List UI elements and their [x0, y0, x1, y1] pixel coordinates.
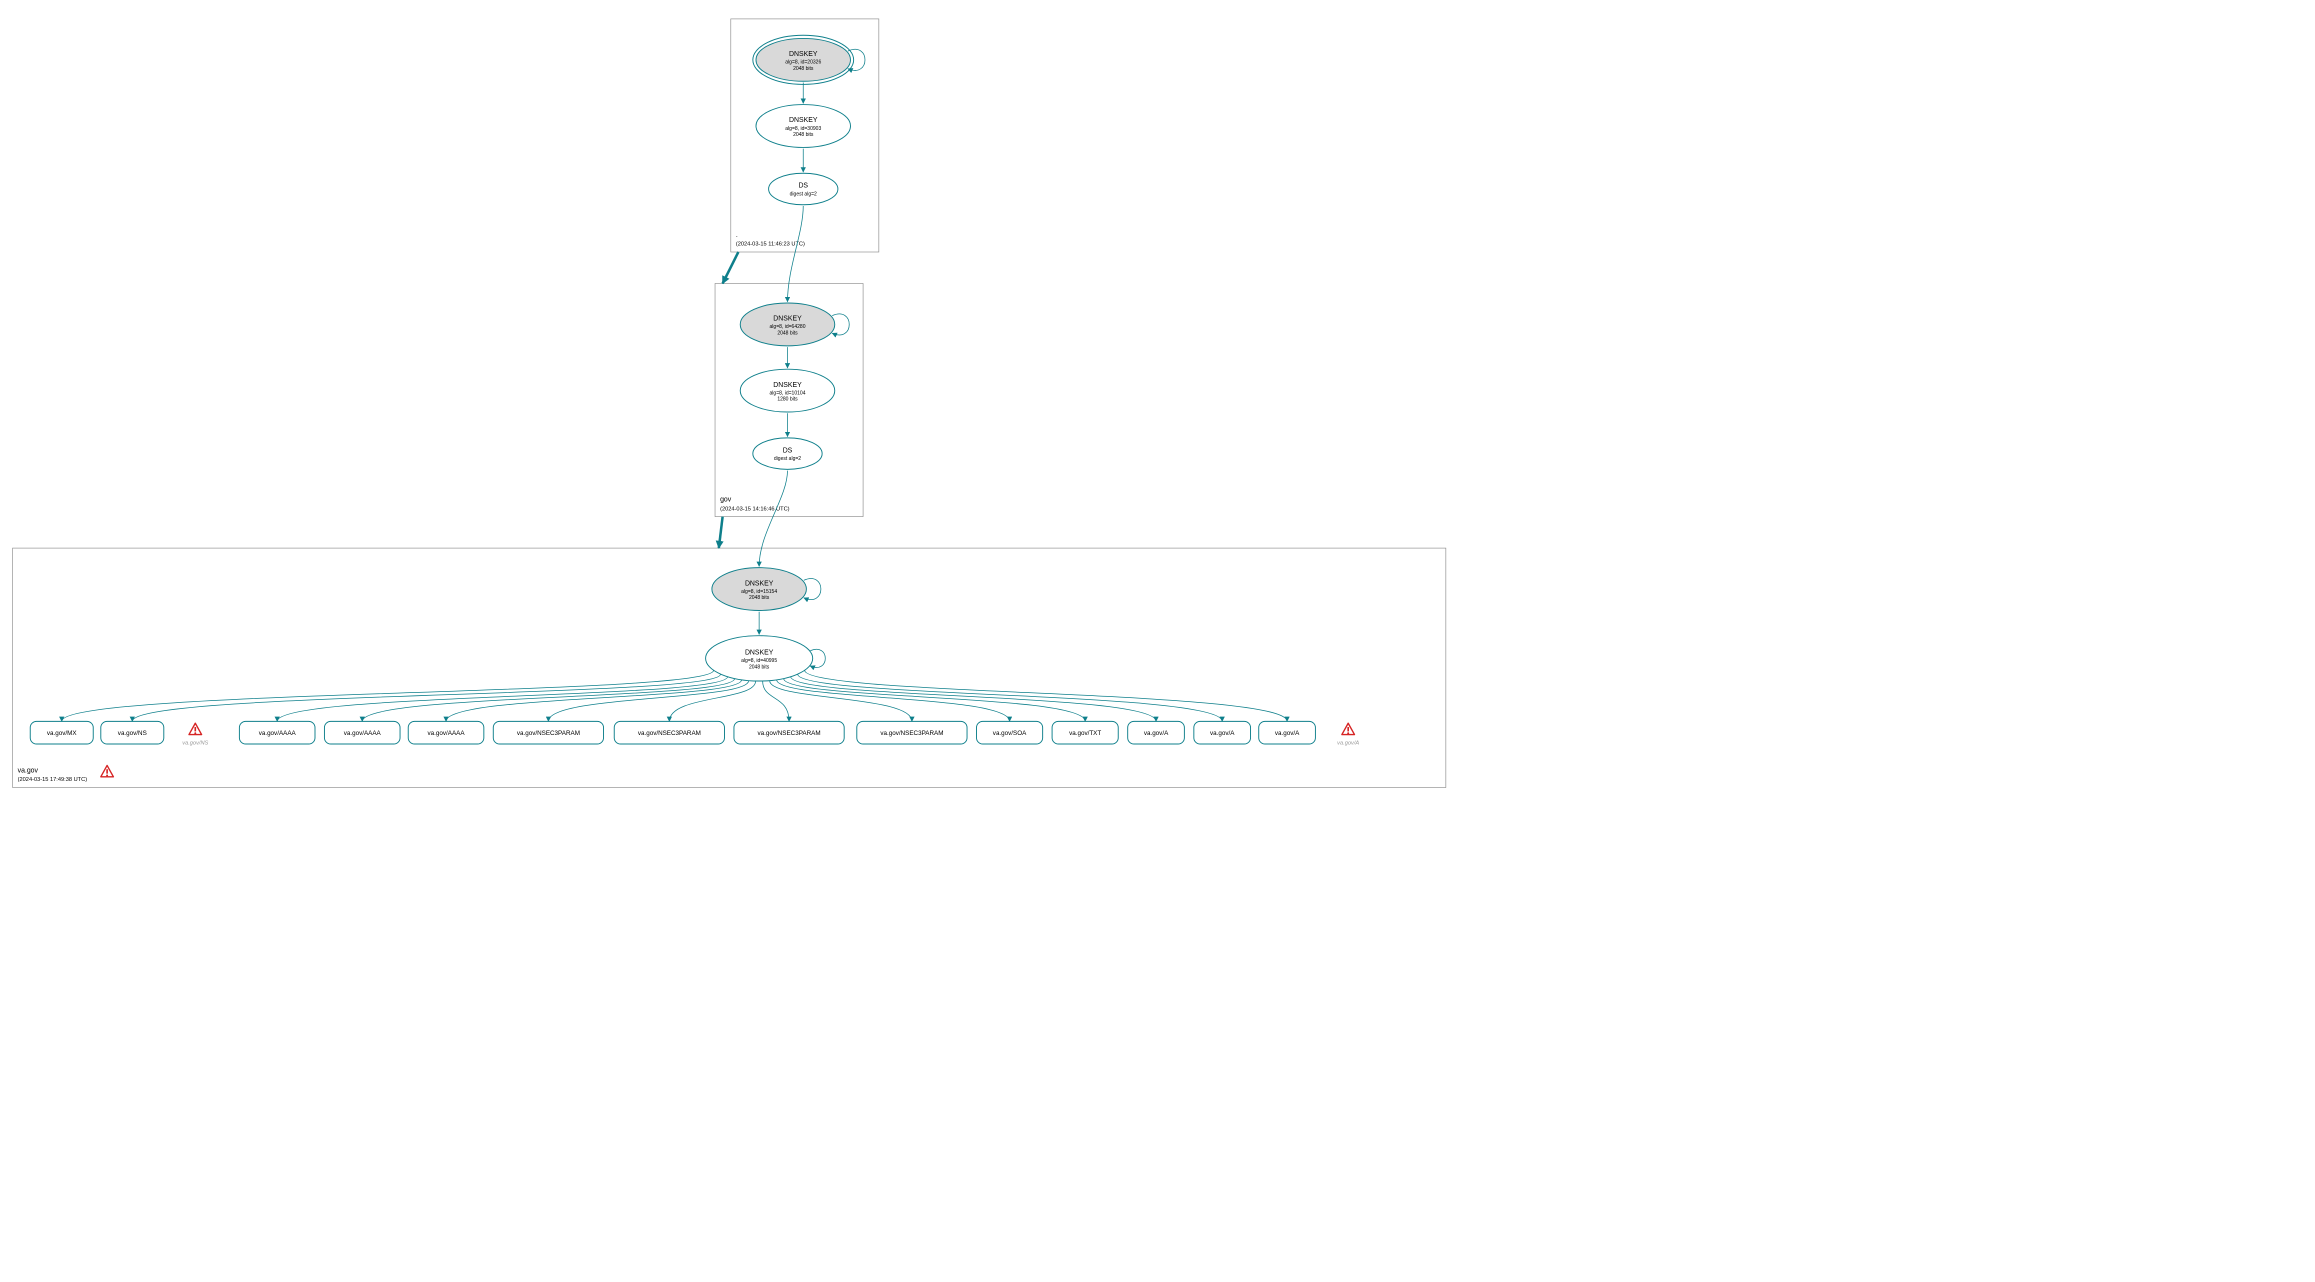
svg-text:DNSKEY: DNSKEY	[789, 51, 818, 58]
edge	[787, 206, 803, 302]
edge	[759, 471, 787, 567]
rrset-node: va.gov/NS	[101, 721, 164, 744]
svg-text:DNSKEY: DNSKEY	[789, 117, 818, 124]
rrset-label: va.gov/AAAA	[428, 730, 466, 737]
dnskey-ksk-node: DNSKEY alg=8, id=203262048 bits	[753, 35, 865, 84]
svg-text:DNSKEY: DNSKEY	[773, 316, 802, 323]
dnskey-zsk-node: DNSKEYalg=8, id=409952048 bits	[706, 636, 826, 681]
svg-text:alg=8, id=30903: alg=8, id=30903	[785, 126, 821, 132]
rrset-label: va.gov/NSEC3PARAM	[517, 730, 580, 737]
zone-timestamp: (2024-03-15 17:49:38 UTC)	[18, 777, 88, 783]
rrset-label: va.gov/NSEC3PARAM	[638, 730, 701, 737]
rrset-node: va.gov/NSEC3PARAM	[614, 721, 724, 744]
edge	[132, 674, 720, 721]
edge	[548, 681, 748, 722]
svg-text:alg=8, id=10104: alg=8, id=10104	[770, 390, 806, 396]
rrset-label: va.gov/TXT	[1069, 730, 1101, 737]
rrset-label: va.gov/AAAA	[259, 730, 297, 737]
rrset-node: va.gov/AAAA	[408, 721, 484, 744]
edge	[805, 670, 1287, 721]
zone-label: gov	[720, 496, 732, 503]
rrset-node: va.gov/SOA	[976, 721, 1042, 744]
ds-node: DSdigest alg=2	[769, 173, 838, 204]
rrset-label: va.gov/NSEC3PARAM	[758, 730, 821, 737]
warning-label: va.gov/A	[1337, 741, 1359, 747]
svg-text:2048 bits: 2048 bits	[793, 132, 814, 138]
rrset-node: va.gov/A	[1128, 721, 1185, 744]
svg-text:digest alg=2: digest alg=2	[790, 191, 817, 197]
delegation-edge	[723, 252, 739, 283]
svg-text:DS: DS	[798, 183, 808, 190]
svg-text:2048 bits: 2048 bits	[749, 595, 770, 601]
delegation-edge	[719, 517, 723, 548]
warning-icon: va.gov/NS	[182, 723, 208, 746]
svg-text:DNSKEY: DNSKEY	[773, 382, 802, 389]
rrset-label: va.gov/A	[1210, 730, 1235, 737]
rrset-label: va.gov/SOA	[993, 730, 1027, 737]
edge	[798, 674, 1223, 721]
rrset-node: va.gov/TXT	[1052, 721, 1118, 744]
svg-text:DNSKEY: DNSKEY	[745, 580, 774, 587]
edge	[784, 679, 1086, 722]
svg-text:DNSKEY: DNSKEY	[745, 650, 774, 657]
rrset-label: va.gov/AAAA	[344, 730, 382, 737]
edge	[62, 670, 714, 721]
edge	[770, 681, 912, 722]
warning-icon	[101, 765, 114, 776]
svg-text:DS: DS	[783, 447, 793, 454]
zone-timestamp: (2024-03-15 14:16:46 UTC)	[720, 506, 790, 512]
svg-text:alg=8, id=15154: alg=8, id=15154	[741, 589, 777, 595]
zone-timestamp: (2024-03-15 11:46:23 UTC)	[736, 242, 805, 248]
dnskey-ksk-node: DNSKEYalg=8, id=642802048 bits	[740, 303, 849, 346]
warning-icon: va.gov/A	[1337, 723, 1359, 746]
rrset-node: va.gov/NSEC3PARAM	[493, 721, 603, 744]
svg-text:2048 bits: 2048 bits	[777, 331, 798, 337]
zone-label: .	[736, 232, 738, 239]
rrset-label: va.gov/NSEC3PARAM	[880, 730, 943, 737]
rrset-node: va.gov/A	[1259, 721, 1316, 744]
warning-label: va.gov/NS	[182, 741, 208, 747]
rrset-node: va.gov/NSEC3PARAM	[734, 721, 844, 744]
ds-node: DS digest alg=2	[753, 438, 822, 469]
dnskey-zsk-node: DNSKEY alg=8, id=309032048 bits	[756, 105, 850, 148]
dnskey-zsk-node: DNSKEYalg=8, id=101041280 bits	[740, 369, 834, 412]
edge	[277, 677, 727, 722]
rrset-label: va.gov/A	[1275, 730, 1300, 737]
rrset-node: va.gov/AAAA	[239, 721, 315, 744]
rrset-node: va.gov/NSEC3PARAM	[857, 721, 967, 744]
dnskey-ksk-node: DNSKEY alg=8, id=151542048 bits	[712, 568, 821, 611]
edge	[362, 679, 734, 722]
svg-text:alg=8, id=20326: alg=8, id=20326	[785, 60, 821, 66]
dnssec-diagram: .(2024-03-15 11:46:23 UTC)DNSKEYalg=8, i…	[0, 0, 1458, 808]
rrset-label: va.gov/A	[1144, 730, 1169, 737]
svg-text:alg=8, id=64280: alg=8, id=64280	[770, 324, 806, 330]
rrset-node: va.gov/MX	[30, 721, 93, 744]
rrset-node: va.gov/AAAA	[324, 721, 400, 744]
rrset-node: va.gov/A	[1194, 721, 1251, 744]
svg-text:2048 bits: 2048 bits	[793, 66, 814, 72]
svg-text:alg=8, id=40995: alg=8, id=40995	[741, 658, 777, 664]
svg-text:digest alg=2: digest alg=2	[774, 456, 801, 462]
rrset-label: va.gov/NS	[118, 730, 147, 737]
zone-label: va.gov	[18, 767, 39, 774]
rrset-label: va.gov/MX	[47, 730, 77, 737]
svg-text:1280 bits: 1280 bits	[777, 397, 798, 403]
svg-text:2048 bits: 2048 bits	[749, 664, 770, 670]
